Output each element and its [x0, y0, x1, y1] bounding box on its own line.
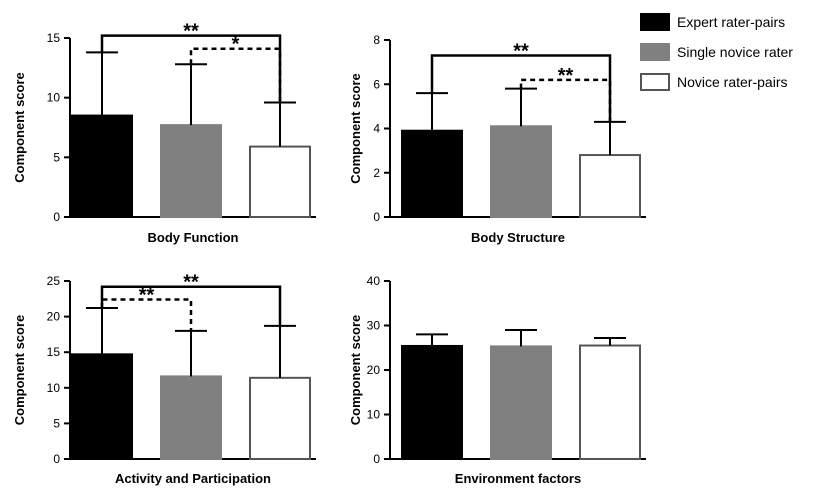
y-tick-label: 15	[47, 31, 61, 45]
significance-label: **	[183, 272, 199, 294]
y-tick-label: 40	[367, 274, 381, 288]
bar-2	[490, 125, 552, 218]
legend-label-1: Expert rater-pairs	[677, 14, 785, 30]
chart-panel-4: 0 10 20 30 40 Component score Environment fact…	[348, 274, 646, 486]
significance-label: *	[232, 34, 240, 56]
significance-label: **	[139, 285, 155, 307]
y-tick-label: 25	[47, 274, 61, 288]
significance-label: **	[558, 65, 574, 87]
bar-2	[160, 375, 222, 460]
y-tick-label: 0	[53, 210, 60, 224]
legend-swatch-3	[640, 73, 670, 91]
significance-bracket	[189, 47, 282, 103]
y-tick-label: 0	[53, 452, 60, 466]
chart-panel-2: 0 2 4 6 8 Component score Body Structure ** **	[348, 33, 646, 245]
legend-swatch-1	[640, 13, 670, 31]
significance-bracket	[519, 78, 612, 122]
y-axis-label: Component score	[12, 315, 27, 426]
y-tick-label: 30	[367, 319, 381, 333]
significance-bracket	[100, 298, 193, 331]
bar-1	[401, 344, 463, 460]
y-tick-label: 4	[373, 122, 380, 136]
y-tick-label: 6	[373, 77, 380, 91]
bar-1	[71, 353, 133, 460]
legend-label-3: Novice rater-pairs	[677, 74, 787, 90]
legend-swatch-2	[640, 43, 670, 61]
y-tick-label: 8	[373, 33, 380, 47]
significance-label: **	[183, 21, 199, 43]
y-tick-label: 0	[373, 452, 380, 466]
legend-label-2: Single novice rater	[677, 44, 793, 60]
y-axis-label: Component score	[348, 315, 363, 426]
y-tick-label: 10	[47, 381, 61, 395]
legend: Expert rater-pairs Single novice rater Nov…	[640, 13, 793, 91]
significance-bracket	[100, 285, 282, 326]
bar-3	[249, 376, 311, 460]
bar-1	[401, 129, 463, 218]
chart-panel-3: 0 5 10 15 20 25 Component score Activity and Pa…	[12, 272, 316, 486]
bar-3	[579, 154, 641, 219]
x-axis-label: Activity and Participation	[115, 471, 271, 486]
bar-2	[160, 124, 222, 218]
y-tick-label: 0	[373, 210, 380, 224]
y-tick-label: 5	[53, 150, 60, 164]
y-axis-label: Component score	[12, 72, 27, 183]
y-tick-label: 20	[47, 310, 61, 324]
bar-3	[249, 145, 311, 219]
y-tick-label: 2	[373, 166, 380, 180]
significance-bracket	[430, 54, 612, 122]
x-axis-label: Body Function	[148, 230, 239, 245]
x-axis-label: Environment factors	[455, 471, 581, 486]
significance-bracket	[100, 34, 282, 103]
x-axis-label: Body Structure	[471, 230, 565, 245]
y-tick-label: 20	[367, 363, 381, 377]
bar-1	[71, 114, 133, 218]
y-tick-label: 10	[47, 91, 61, 105]
bar-2	[490, 345, 552, 461]
bar-3	[579, 344, 641, 460]
y-tick-label: 10	[367, 408, 381, 422]
y-axis-label: Component score	[348, 73, 363, 184]
y-tick-label: 15	[47, 345, 61, 359]
y-tick-label: 5	[53, 416, 60, 430]
significance-label: **	[513, 40, 529, 62]
